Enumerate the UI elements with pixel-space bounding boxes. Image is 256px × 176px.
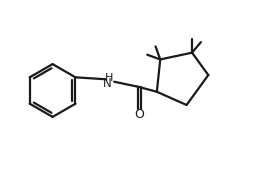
Text: O: O xyxy=(134,108,144,121)
Text: H: H xyxy=(105,73,113,83)
Text: N: N xyxy=(103,77,112,90)
